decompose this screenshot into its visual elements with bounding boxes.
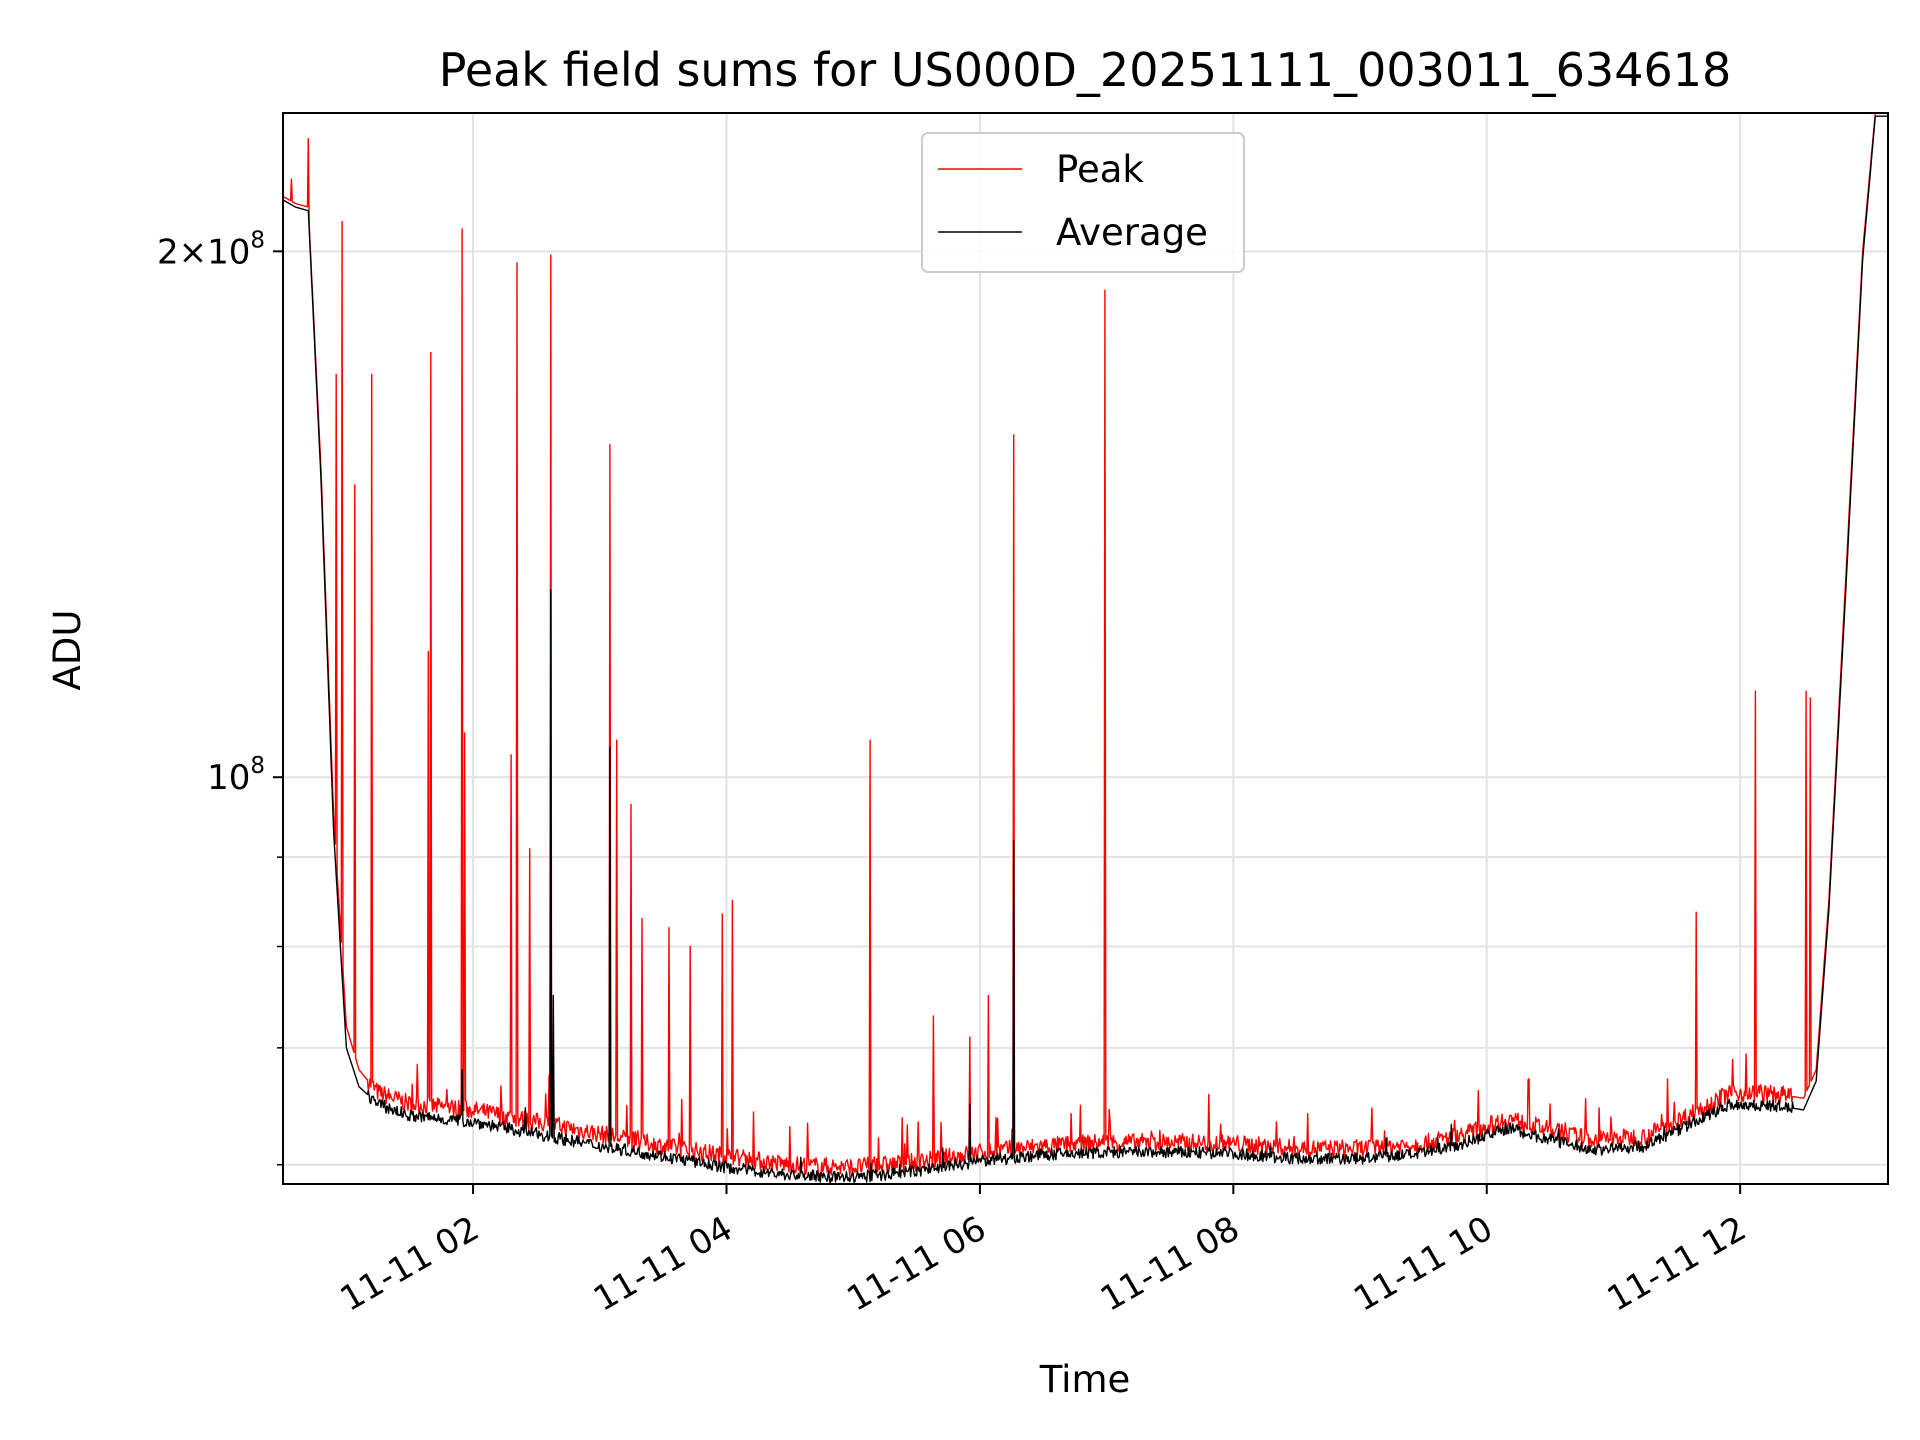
chart-title: Peak field sums for US000D_20251111_0030… [439,43,1732,97]
series-line-average [283,115,1888,1184]
y-tick-label: 108 [207,753,265,798]
y-axis-title: ADU [46,610,89,691]
plot-area [283,113,1888,1184]
legend-label-average: Average [1056,211,1208,254]
legend-label-peak: Peak [1056,148,1144,191]
x-axis-title: Time [1039,1358,1131,1401]
legend: Peak Average [921,132,1245,273]
plot-frame [282,112,1889,1185]
series-layer [283,113,1888,1184]
y-tick-label: 2×108 [157,227,265,272]
series-line-peak [283,113,1888,1177]
legend-box [921,132,1245,273]
y-axis: 108 2×108 [157,227,283,1166]
